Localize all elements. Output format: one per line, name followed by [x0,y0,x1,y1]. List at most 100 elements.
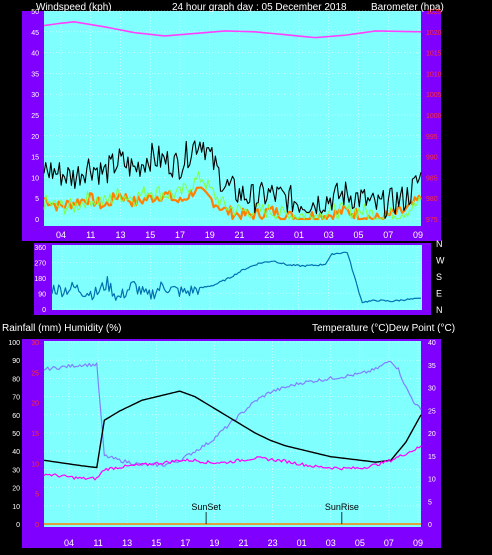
top-x-tick: 13 [115,230,125,240]
bottom-x-tick: 03 [326,538,336,548]
header-center-title: 24 hour graph day : 05 December 2018 [172,2,347,13]
barometer-series [43,21,422,39]
top-x-tick: 19 [205,230,215,240]
wind-dir-plot-area [52,245,422,310]
bottom-x-tick: 01 [297,538,307,548]
top-left-tick: 5 [35,196,39,203]
humidity-tick: 40 [12,449,20,456]
dewpoint-series [43,445,422,481]
top-x-tick: 15 [145,230,155,240]
dir-compass-label: N [436,239,443,249]
header-right-label: Barometer (hpa) [371,2,444,13]
top-right-tick: 1000 [426,113,442,120]
top-right-tick: 995 [426,134,438,141]
humidity-tick: 90 [12,358,20,365]
bottom-x-tick: 04 [64,538,74,548]
top-right-tick: 990 [426,155,438,162]
bottom-plot-area [44,341,421,527]
series-layer [43,21,422,525]
rainfall-tick: 30 [31,340,39,347]
top-right-tick: 1010 [426,71,442,78]
temperature-tick: 40 [428,340,436,347]
humidity-tick: 70 [12,395,20,402]
top-left-tick: 10 [31,175,39,182]
dir-compass-label: S [436,272,442,282]
top-right-tick: 980 [426,196,438,203]
humidity-tick: 100 [8,340,20,347]
top-left-tick: 50 [31,9,39,16]
top-right-tick: 985 [426,175,438,182]
bottom-x-tick: 13 [122,538,132,548]
top-x-tick: 21 [234,230,244,240]
dir-left-tick: 180 [34,276,46,283]
wind-direction-band-series [43,186,422,221]
top-right-tick: 1005 [426,92,442,99]
rainfall-tick: 0 [35,522,39,529]
top-x-tick: 11 [86,230,95,240]
humidity-series [43,390,422,469]
top-left-tick: 20 [31,134,39,141]
dir-left-tick: 0 [42,307,46,314]
mid-header-left: Rainfall (mm) Humidity (%) [2,323,121,334]
mid-header-right: Temperature (°C)Dew Point (°C) [312,323,455,334]
header-left-label: Windspeed (kph) [36,2,112,13]
temperature-tick: 15 [428,454,436,461]
rainfall-tick: 20 [31,401,39,408]
dir-compass-label: N [436,305,443,315]
dir-compass-label: E [436,289,442,299]
top-x-tick: 23 [264,230,274,240]
bottom-x-tick: 19 [209,538,219,548]
wind-direction-series [51,251,422,304]
bottom-x-tick: 05 [355,538,365,548]
top-left-tick: 30 [31,92,39,99]
humidity-tick: 50 [12,431,20,438]
humidity-tick: 0 [16,522,20,529]
humidity-tick: 20 [12,486,20,493]
top-plot-area [44,11,421,226]
sun-marker-label: SunRise [325,502,359,512]
tick-labels: 0510152025303540455097598098599099510001… [8,9,445,548]
top-right-tick: 1020 [426,30,442,37]
wind-gust-series [43,140,422,219]
top-right-tick: 1015 [426,51,442,58]
top-x-tick: 05 [353,230,363,240]
wind-average-series [43,171,422,220]
bottom-x-tick: 21 [238,538,248,548]
temperature-tick: 0 [428,522,432,529]
rainfall-tick: 15 [31,431,39,438]
top-left-tick: 45 [31,30,39,37]
top-left-tick: 35 [31,71,39,78]
dir-left-tick: 90 [38,292,46,299]
top-right-tick: 1025 [426,9,442,16]
top-left-tick: 15 [31,155,39,162]
sun-marker-label: SunSet [191,502,221,512]
top-left-tick: 0 [35,217,39,224]
top-x-tick: 01 [294,230,304,240]
dir-compass-label: W [436,256,445,266]
grid-lines [44,10,421,525]
bottom-x-tick: 09 [413,538,423,548]
rainfall-tick: 25 [31,370,39,377]
temperature-tick: 10 [428,477,436,484]
bottom-x-tick: 17 [180,538,190,548]
temperature-tick: 25 [428,408,436,415]
dir-left-tick: 360 [34,245,46,252]
temperature-tick: 5 [428,499,432,506]
rainfall-tick: 5 [35,492,39,499]
top-x-tick: 07 [383,230,393,240]
bottom-x-tick: 15 [151,538,161,548]
top-x-tick: 03 [324,230,334,240]
top-left-tick: 40 [31,51,39,58]
top-x-tick: 17 [175,230,185,240]
bottom-x-tick: 11 [93,538,102,548]
top-left-tick: 25 [31,113,39,120]
top-x-tick: 04 [56,230,66,240]
temperature-tick: 35 [428,363,436,370]
humidity-tick: 10 [12,504,20,511]
temperature-tick: 20 [428,431,436,438]
humidity-tick: 60 [12,413,20,420]
humidity-tick: 30 [12,467,20,474]
top-right-tick: 975 [426,217,438,224]
